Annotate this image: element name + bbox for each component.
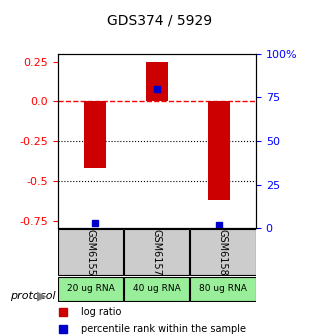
Text: percentile rank within the sample: percentile rank within the sample xyxy=(81,324,246,334)
FancyBboxPatch shape xyxy=(190,229,256,275)
Bar xyxy=(146,62,168,101)
Text: 80 ug RNA: 80 ug RNA xyxy=(199,285,247,293)
Bar xyxy=(84,101,106,168)
Text: GSM6158: GSM6158 xyxy=(218,228,228,276)
FancyBboxPatch shape xyxy=(124,277,189,301)
Text: 20 ug RNA: 20 ug RNA xyxy=(67,285,115,293)
FancyBboxPatch shape xyxy=(58,277,123,301)
Text: log ratio: log ratio xyxy=(81,307,122,318)
Text: ▶: ▶ xyxy=(37,289,46,302)
FancyBboxPatch shape xyxy=(190,277,256,301)
Text: GDS374 / 5929: GDS374 / 5929 xyxy=(108,13,212,28)
Text: protocol: protocol xyxy=(10,291,55,301)
FancyBboxPatch shape xyxy=(58,229,123,275)
Text: GSM6155: GSM6155 xyxy=(86,228,96,276)
FancyBboxPatch shape xyxy=(124,229,189,275)
Text: GSM6157: GSM6157 xyxy=(152,228,162,276)
Bar xyxy=(208,101,230,200)
Text: 40 ug RNA: 40 ug RNA xyxy=(133,285,181,293)
